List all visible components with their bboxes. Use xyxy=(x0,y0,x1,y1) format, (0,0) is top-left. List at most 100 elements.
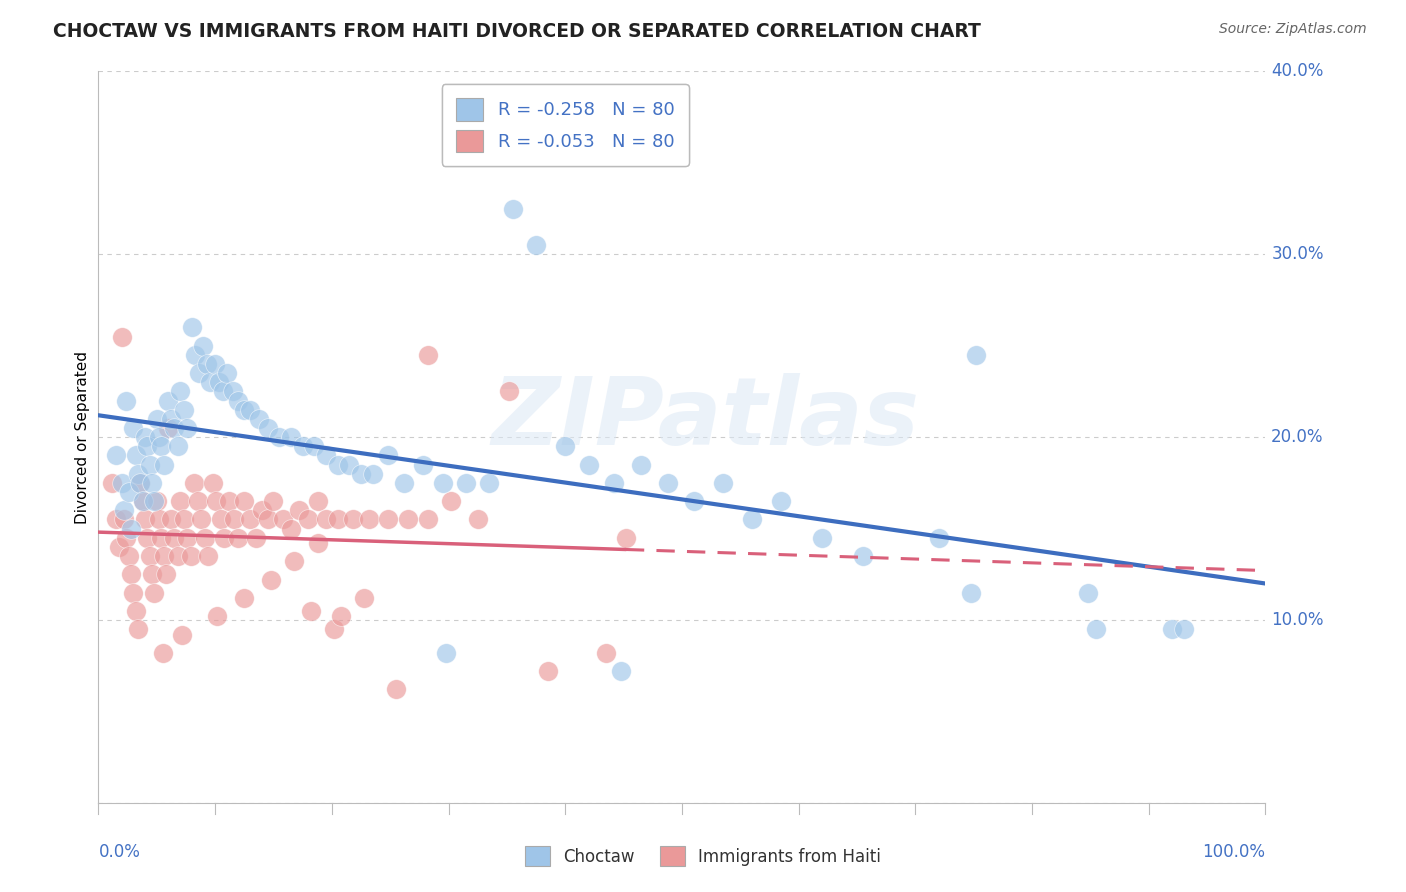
Point xyxy=(233,591,256,605)
Point xyxy=(250,503,273,517)
Point xyxy=(228,393,250,408)
Point xyxy=(578,458,600,472)
Point xyxy=(141,475,163,490)
Point xyxy=(122,421,145,435)
Point xyxy=(537,664,560,678)
Point xyxy=(852,549,875,563)
Point xyxy=(127,467,149,481)
Point xyxy=(524,238,547,252)
Point xyxy=(155,567,177,582)
Point xyxy=(595,646,617,660)
Point xyxy=(603,475,626,490)
Point xyxy=(134,512,156,526)
Point xyxy=(120,521,142,535)
Point xyxy=(965,348,987,362)
Point xyxy=(770,494,793,508)
Point xyxy=(143,494,166,508)
Point xyxy=(212,384,235,399)
Point xyxy=(200,375,222,389)
Point xyxy=(193,338,215,352)
Point xyxy=(214,531,236,545)
Point xyxy=(416,348,439,362)
Point xyxy=(146,494,169,508)
Point xyxy=(630,458,652,472)
Point xyxy=(176,421,198,435)
Point xyxy=(141,567,163,582)
Point xyxy=(104,448,127,462)
Point xyxy=(201,475,224,490)
Point xyxy=(304,439,326,453)
Point xyxy=(209,512,232,526)
Point xyxy=(218,494,240,508)
Text: 20.0%: 20.0% xyxy=(1271,428,1323,446)
Point xyxy=(262,494,284,508)
Point xyxy=(183,475,205,490)
Point xyxy=(245,531,267,545)
Point xyxy=(190,512,212,526)
Point xyxy=(249,412,271,426)
Point xyxy=(412,458,434,472)
Point xyxy=(610,664,633,678)
Point xyxy=(271,512,294,526)
Point xyxy=(120,567,142,582)
Point xyxy=(118,485,141,500)
Point xyxy=(176,531,198,545)
Point xyxy=(1077,585,1099,599)
Point xyxy=(152,646,174,660)
Point xyxy=(207,609,229,624)
Point xyxy=(169,494,191,508)
Point xyxy=(323,622,346,636)
Point xyxy=(1173,622,1195,636)
Point xyxy=(283,554,305,568)
Point xyxy=(291,439,314,453)
Point xyxy=(1161,622,1184,636)
Text: ZIPatlas: ZIPatlas xyxy=(491,373,920,465)
Point xyxy=(166,549,188,563)
Point xyxy=(326,458,349,472)
Point xyxy=(377,448,399,462)
Point xyxy=(330,609,353,624)
Point xyxy=(163,421,186,435)
Point xyxy=(478,475,501,490)
Point xyxy=(159,412,181,426)
Point xyxy=(614,531,637,545)
Point xyxy=(207,375,229,389)
Point xyxy=(194,531,217,545)
Point xyxy=(163,531,186,545)
Point xyxy=(111,329,134,343)
Y-axis label: Divorced or Separated: Divorced or Separated xyxy=(75,351,90,524)
Point xyxy=(502,202,524,216)
Point xyxy=(125,604,148,618)
Point xyxy=(115,393,138,408)
Point xyxy=(315,448,337,462)
Point xyxy=(101,475,124,490)
Point xyxy=(129,475,152,490)
Point xyxy=(554,439,576,453)
Point xyxy=(132,494,155,508)
Point xyxy=(288,503,311,517)
Point xyxy=(307,494,329,508)
Text: Source: ZipAtlas.com: Source: ZipAtlas.com xyxy=(1219,22,1367,37)
Point xyxy=(195,357,218,371)
Point xyxy=(269,430,291,444)
Point xyxy=(152,458,174,472)
Text: 100.0%: 100.0% xyxy=(1202,843,1265,861)
Text: 40.0%: 40.0% xyxy=(1271,62,1323,80)
Point xyxy=(221,384,243,399)
Point xyxy=(157,393,180,408)
Point xyxy=(169,384,191,399)
Point xyxy=(222,512,245,526)
Point xyxy=(205,494,228,508)
Point xyxy=(134,430,156,444)
Legend: Choctaw, Immigrants from Haiti: Choctaw, Immigrants from Haiti xyxy=(519,839,887,873)
Point xyxy=(172,627,194,641)
Point xyxy=(146,412,169,426)
Legend: R = -0.258   N = 80, R = -0.053   N = 80: R = -0.258 N = 80, R = -0.053 N = 80 xyxy=(441,84,689,166)
Text: 30.0%: 30.0% xyxy=(1271,245,1323,263)
Point xyxy=(440,494,463,508)
Point xyxy=(150,439,173,453)
Point xyxy=(307,536,329,550)
Point xyxy=(392,475,415,490)
Point xyxy=(112,512,135,526)
Point xyxy=(297,512,319,526)
